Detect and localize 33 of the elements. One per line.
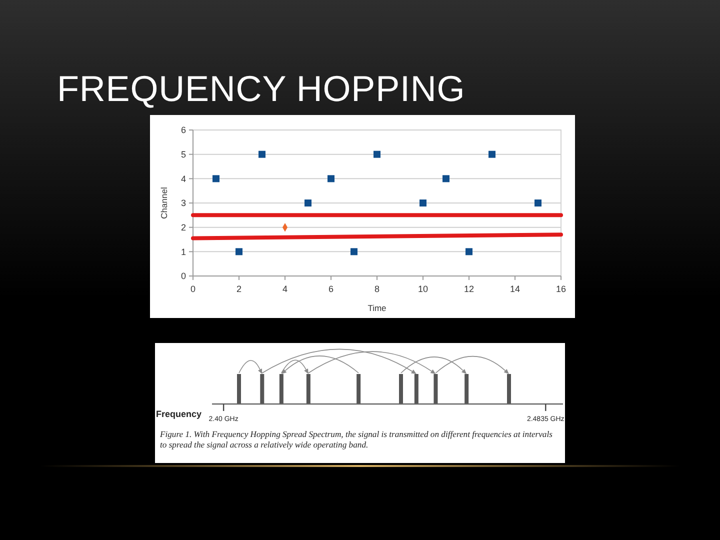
point — [212, 175, 220, 182]
x-tick-label: 14 — [510, 284, 520, 294]
x-tick-label: 6 — [328, 284, 334, 294]
chart-title: FREQUENCY HOPPING — [57, 68, 466, 109]
caption: Figure 1. With Frequency Hopping Spread Spectrum, the signal is transmitted on different frequencies at intervals to spread the signal across a relatively wide operating band. — [159, 429, 554, 450]
point — [374, 150, 380, 158]
x-tick-label: 16 — [556, 284, 566, 294]
y-axis-title: Channel — [159, 187, 169, 219]
y-tick-label: 2 — [180, 222, 186, 232]
point — [236, 248, 242, 256]
point — [442, 175, 450, 182]
x-tick-label: 2 — [236, 284, 242, 294]
x-axis-title: Frequency — [156, 409, 202, 419]
point — [488, 150, 496, 158]
point — [466, 248, 472, 256]
x-tick-label: 4 — [282, 284, 288, 294]
y-tick-label: 3 — [180, 198, 186, 208]
point — [534, 200, 542, 206]
point — [304, 200, 312, 206]
point — [328, 175, 334, 182]
x-tick-label: 0 — [190, 284, 196, 294]
point — [258, 150, 266, 158]
x-axis-title: Time — [368, 303, 387, 313]
y-tick-label: 1 — [180, 246, 186, 257]
y-tick-label: 6 — [180, 125, 186, 136]
y-tick-label: 0 — [180, 271, 186, 282]
y-tick-label: 5 — [180, 149, 186, 160]
point — [350, 248, 358, 256]
x-tick-label: 10 — [418, 284, 428, 294]
point — [420, 200, 426, 206]
x-tick-label: 8 — [374, 284, 380, 294]
y-tick-label: 4 — [180, 174, 186, 184]
x-tick-label: 12 — [464, 284, 474, 294]
